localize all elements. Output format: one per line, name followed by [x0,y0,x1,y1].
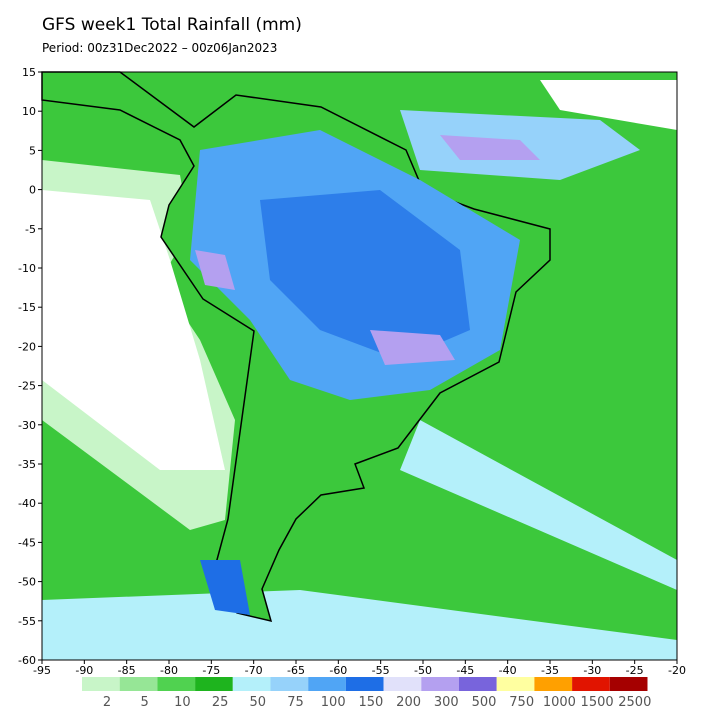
colorbar-box [82,677,120,691]
colorbar-label: 1500 [581,695,614,710]
y-tick-label: -45 [18,536,36,549]
colorbar-label: 10 [174,695,191,710]
colorbar-label: 150 [358,695,383,710]
map [41,71,678,661]
x-tick-label: -45 [456,664,474,677]
y-tick-label: -10 [18,262,36,275]
colorbar-label: 100 [321,695,346,710]
andes-core [195,250,235,290]
colorbar-box [345,677,384,691]
colorbar-label: 200 [396,695,421,710]
x-tick-label: -90 [75,664,93,677]
frontal-band [400,420,677,590]
title: GFS week1 Total Rainfall (mm) [42,15,302,35]
x-tick-label: -30 [583,664,601,677]
colorbar-box [609,677,648,691]
y-tick-label: 5 [29,144,36,157]
x-tick-label: -55 [372,664,390,677]
y-tick-label: -50 [18,576,36,589]
y-tick-label: -55 [18,615,36,628]
colorbar-box [459,677,497,691]
y-tick-label: -60 [18,654,36,667]
colorbar-box [195,677,233,691]
y-tick-label: -30 [18,419,36,432]
x-tick-label: -65 [287,664,305,677]
colorbar-label: 75 [287,695,304,710]
south-band [42,590,677,660]
y-tick-label: -20 [18,340,36,353]
colorbar-label: 750 [509,695,534,710]
x-tick-label: -95 [33,664,51,677]
colorbar-box [496,677,535,691]
dry-area [42,190,225,470]
x-tick-label: -25 [626,664,644,677]
y-tick-label: -15 [18,301,36,314]
colorbar-box [119,677,158,691]
x-tick-label: -35 [541,664,559,677]
period: Period: 00z31Dec2022 – 00z06Jan2023 [42,41,277,55]
patagonia-core [200,560,250,615]
colorbar-label: 300 [434,695,459,710]
dry-patch [540,80,677,130]
colorbar-box [534,677,573,691]
y-tick-label: -40 [18,497,36,510]
y-tick-label: -35 [18,458,36,471]
colorbar-label: 1000 [543,695,576,710]
colorbar-box [308,677,346,691]
x-tick-label: -75 [202,664,220,677]
frame [41,71,678,661]
heavy-area [260,190,470,360]
colorbar-box [421,677,459,691]
x-tick-label: -70 [245,664,263,677]
colorbar-box [270,677,309,691]
colorbar-label: 5 [141,695,149,710]
x-tick-label: -60 [329,664,347,677]
colorbar-label: 2500 [618,695,651,710]
x-tick-label: -40 [499,664,517,677]
y-tick-label: 0 [29,184,36,197]
x-tick-label: -50 [414,664,432,677]
y-tick-label: -25 [18,380,36,393]
x-tick-label: -80 [160,664,178,677]
max-core [370,330,455,365]
colorbar-box [572,677,610,691]
x-tick-label: -85 [118,664,136,677]
colorbar-box [157,677,196,691]
colorbar-box [232,677,271,691]
y-tick-label: 15 [22,66,36,79]
colorbar-label: 25 [212,695,229,710]
colorbar-label: 500 [472,695,497,710]
y-tick-label: 10 [22,105,36,118]
colorbar: 2 5 10 25 50 75 100 150 200 300 500 750 1000 1500 2500 [82,677,651,710]
x-tick-label: -20 [668,664,686,677]
colorbar-box [383,677,422,691]
colorbar-label: 50 [250,695,267,710]
axes: -95 -90 -85 -80 -75 -70 -65 -60 -55 -50 -45 -40 -35-… [18,66,686,677]
y-tick-label: -5 [25,223,36,236]
colorbar-label: 2 [103,695,111,710]
itcz-core [440,135,540,160]
